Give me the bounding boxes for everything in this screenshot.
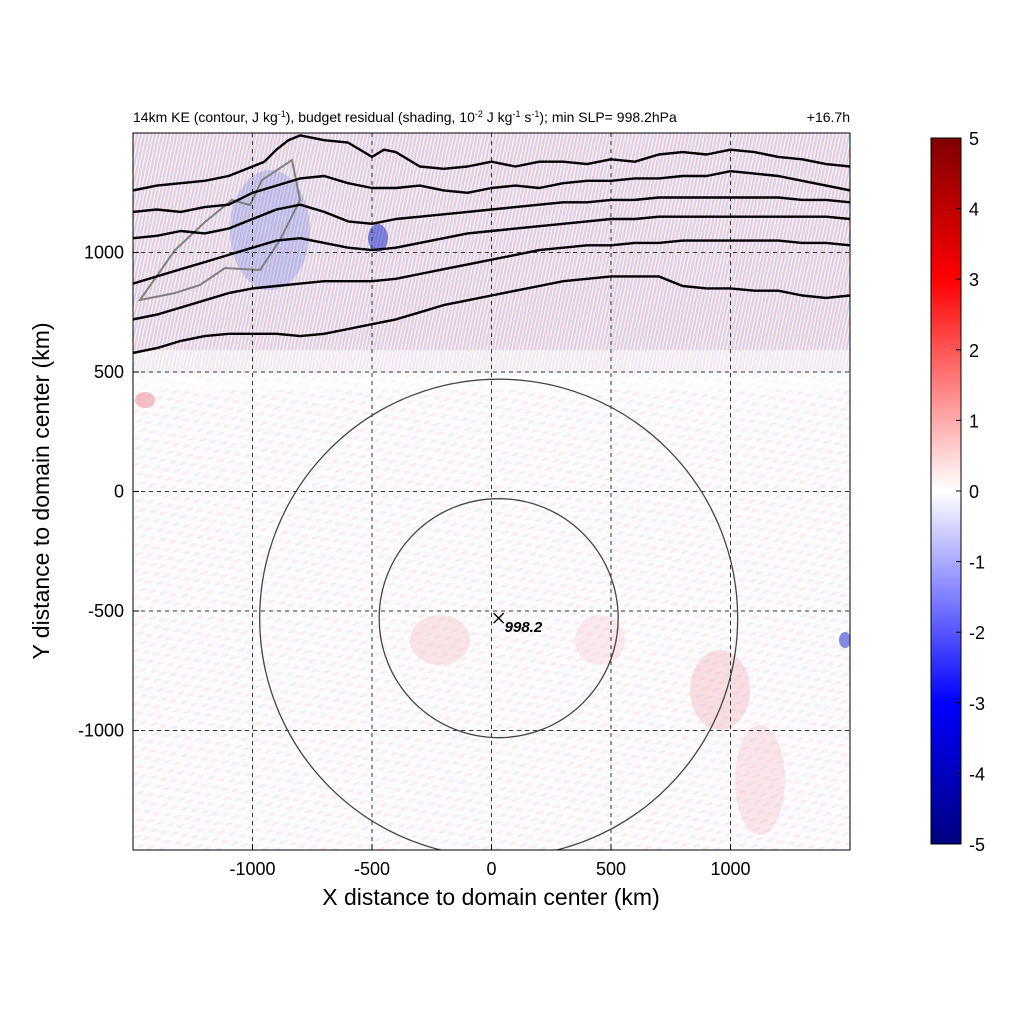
colorbar-tick-label: -2 xyxy=(969,623,985,643)
x-axis: -1000 -500 0 500 1000 xyxy=(229,844,751,879)
residual-blob xyxy=(368,224,388,252)
time-label: +16.7h xyxy=(807,109,850,125)
x-tick-label: -1000 xyxy=(229,859,275,879)
residual-blob xyxy=(839,632,850,648)
residual-blob xyxy=(230,170,310,290)
y-tick-label: -500 xyxy=(88,601,124,621)
colorbar-tick-label: 1 xyxy=(969,411,979,431)
x-tick-label: -500 xyxy=(354,859,390,879)
chart-title: 14km KE (contour, J kg-1), budget residu… xyxy=(133,109,677,125)
ke-contour-line xyxy=(133,170,850,214)
ke-contour-line xyxy=(133,215,850,285)
ke-contour-line xyxy=(133,275,850,355)
colorbar-tick-label: -5 xyxy=(969,835,985,855)
residual-blob xyxy=(410,615,470,665)
range-circles xyxy=(259,378,739,850)
colorbar-tick-label: 4 xyxy=(969,200,979,220)
x-tick-label: 1000 xyxy=(710,859,750,879)
y-axis-label: Y distance to domain center (km) xyxy=(28,322,54,659)
residual-blob xyxy=(690,650,750,730)
x-tick-label: 0 xyxy=(486,859,496,879)
colorbar-tick-label: 3 xyxy=(969,270,979,290)
range-circle xyxy=(378,498,619,739)
marker-cross xyxy=(493,612,505,624)
colorbar-tick-label: 0 xyxy=(969,482,979,502)
colorbar-ticks: 5 4 3 2 1 0 -1 -2 -3 -4 -5 xyxy=(956,129,985,855)
ke-contour-line xyxy=(133,134,850,192)
colorbar-tick-label: -3 xyxy=(969,694,985,714)
ke-contour-line xyxy=(133,196,850,240)
y-tick-label: 0 xyxy=(114,482,124,502)
residual-blob xyxy=(135,392,155,408)
min-slp-marker: 998.2 xyxy=(493,612,543,636)
colorbar-tick-label: -1 xyxy=(969,553,985,573)
residual-blob xyxy=(735,725,785,835)
ke-contours xyxy=(133,134,850,355)
x-axis-label: X distance to domain center (km) xyxy=(322,884,659,910)
range-circle xyxy=(259,378,739,850)
y-tick-label: -1000 xyxy=(78,721,124,741)
min-slp-label: 998.2 xyxy=(505,619,543,636)
colorbar-tick-label: -4 xyxy=(969,764,985,784)
ke-contour-line xyxy=(133,239,850,321)
colorbar-tick-label: 2 xyxy=(969,341,979,361)
y-tick-label: 1000 xyxy=(84,243,124,263)
y-axis: 1000 500 0 -500 -1000 xyxy=(78,243,139,741)
plot-area xyxy=(133,133,850,850)
x-tick-label: 500 xyxy=(596,859,626,879)
y-tick-label: 500 xyxy=(94,362,124,382)
colorbar-tick-label: 5 xyxy=(969,129,979,149)
